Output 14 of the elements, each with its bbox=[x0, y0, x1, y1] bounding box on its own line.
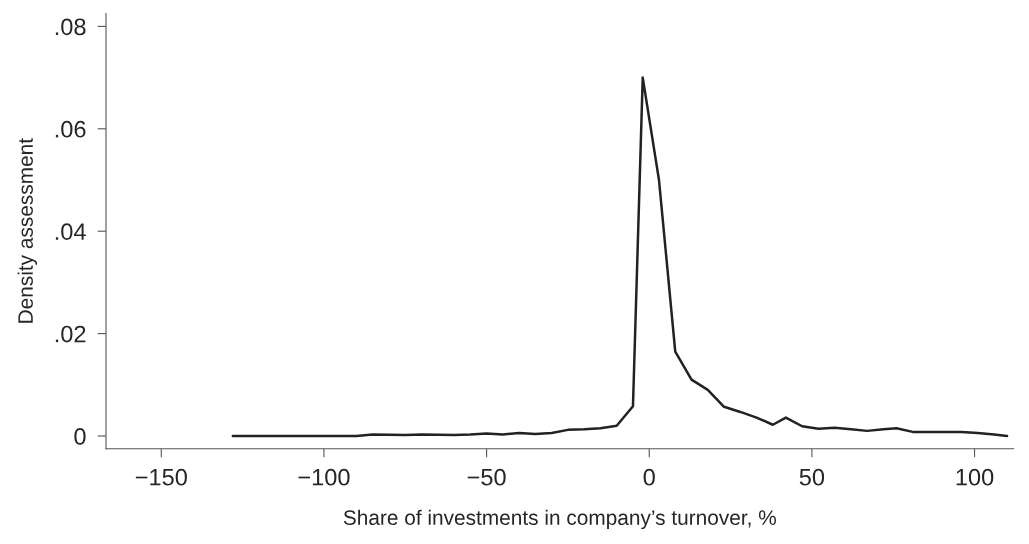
y-tick-label: .06 bbox=[55, 120, 86, 138]
x-tick-label: −100 bbox=[298, 468, 350, 486]
x-axis-title: Share of investments in company’s turnover, % bbox=[343, 509, 776, 530]
y-tick-label: .04 bbox=[55, 223, 86, 240]
x-tick-label: −50 bbox=[467, 468, 506, 486]
x-tick-label: 50 bbox=[799, 468, 825, 486]
y-tick-label: 0 bbox=[74, 428, 86, 445]
line-series bbox=[231, 76, 1009, 438]
x-tick-label: −150 bbox=[135, 468, 187, 486]
y-tick-label: .02 bbox=[55, 325, 86, 343]
x-tick-label: 100 bbox=[956, 468, 994, 486]
y-tick-label: .08 bbox=[55, 18, 86, 36]
x-tick-label: 0 bbox=[643, 468, 655, 486]
y-axis-title: Density assessment bbox=[17, 138, 38, 323]
